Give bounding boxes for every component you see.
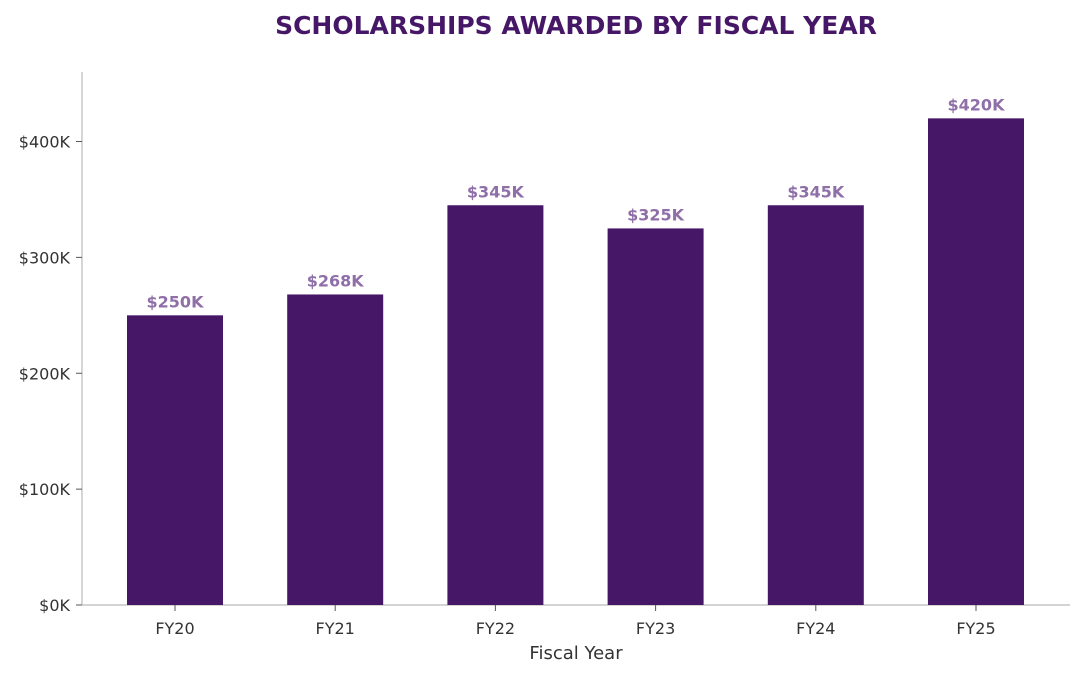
data-labels-group: $250K $268K $345K $325K $345K $420K [147,95,1006,311]
bar-fy22 [447,205,544,605]
chart-title: SCHOLARSHIPS AWARDED BY FISCAL YEAR [275,11,877,40]
x-tick-label: FY25 [956,619,995,638]
bar-fy21 [287,294,384,605]
data-label-fy24: $345K [787,182,845,201]
x-tick-label: FY22 [476,619,515,638]
bar-fy24 [767,205,864,605]
y-tick-label: $0K [39,596,70,615]
x-axis-title: Fiscal Year [529,643,623,664]
data-label-fy20: $250K [147,292,205,311]
x-tick-label: FY23 [636,619,675,638]
bar-fy25 [928,118,1024,605]
bar-fy23 [607,228,704,605]
x-tick-label: FY20 [155,619,194,638]
y-tick-label: $300K [19,248,71,267]
data-label-fy25: $420K [948,95,1006,114]
bars-group [127,118,1024,605]
bar-fy20 [127,315,223,605]
data-label-fy21: $268K [307,271,365,290]
y-tick-label: $400K [19,133,71,152]
data-label-fy22: $345K [467,182,525,201]
y-axis: $0K $100K $200K $300K $400K [19,72,83,615]
x-tick-label: FY21 [316,619,355,638]
x-tick-label: FY24 [796,619,835,638]
x-axis: FY20 FY21 FY22 FY23 FY24 FY25 [82,604,1070,638]
y-tick-label: $100K [19,480,71,499]
data-label-fy23: $325K [627,205,685,224]
y-tick-label: $200K [19,364,71,383]
